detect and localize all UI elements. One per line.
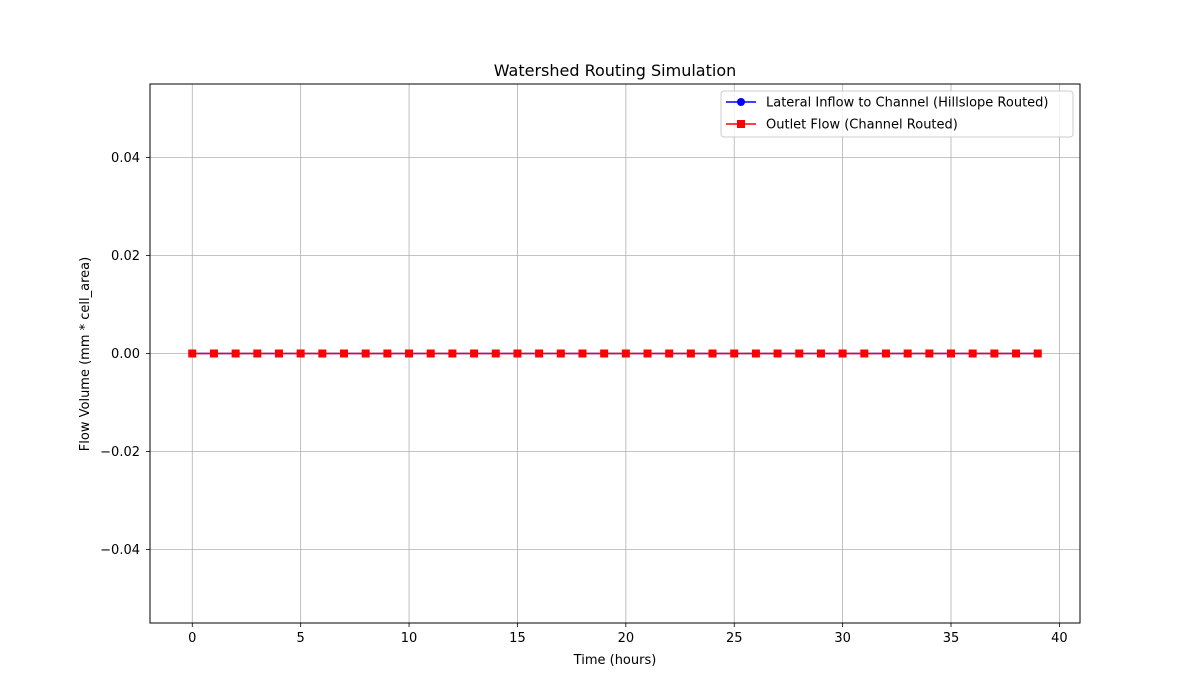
- x-tick-label: 10: [401, 631, 418, 646]
- data-point: [296, 349, 305, 358]
- data-point: [361, 349, 370, 358]
- x-tick-label: 20: [618, 631, 635, 646]
- data-point: [881, 349, 890, 358]
- y-tick-label: 0.04: [111, 151, 140, 166]
- y-tick-label: −0.02: [100, 445, 140, 460]
- data-point: [708, 349, 717, 358]
- data-point: [600, 349, 609, 358]
- x-tick-label: 40: [1051, 631, 1068, 646]
- data-point: [838, 349, 847, 358]
- data-point: [470, 349, 479, 358]
- data-point: [643, 349, 652, 358]
- data-point: [405, 349, 414, 358]
- x-tick-label: 30: [834, 631, 851, 646]
- series-2: [188, 349, 1042, 358]
- data-point: [816, 349, 825, 358]
- x-tick-label: 15: [509, 631, 526, 646]
- data-point: [340, 349, 349, 358]
- x-tick-label: 0: [188, 631, 196, 646]
- chart-title: Watershed Routing Simulation: [494, 61, 737, 80]
- data-point: [535, 349, 544, 358]
- data-point: [209, 349, 218, 358]
- series-layer: [188, 349, 1042, 358]
- data-point: [751, 349, 760, 358]
- legend-entry: Outlet Flow (Channel Routed): [726, 118, 958, 133]
- data-point: [773, 349, 782, 358]
- legend: Lateral Inflow to Channel (Hillslope Rou…: [720, 90, 1074, 138]
- data-point: [730, 349, 739, 358]
- data-point: [1012, 349, 1021, 358]
- x-axis: 0 5 10 15 20 25 30 35 40: [188, 623, 1068, 646]
- data-point: [491, 349, 500, 358]
- data-point: [1033, 349, 1042, 358]
- y-tick-label: 0.02: [111, 249, 140, 264]
- y-axis: −0.04 −0.02 0.00 0.02 0.04: [100, 151, 150, 558]
- legend-frame: [720, 90, 1074, 138]
- data-point: [947, 349, 956, 358]
- data-point: [686, 349, 695, 358]
- data-point: [860, 349, 869, 358]
- x-tick-label: 35: [943, 631, 960, 646]
- legend-entry: Lateral Inflow to Channel (Hillslope Rou…: [726, 96, 1049, 111]
- legend-entries: Lateral Inflow to Channel (Hillslope Rou…: [726, 96, 1049, 133]
- data-point: [621, 349, 630, 358]
- data-point: [188, 349, 197, 358]
- legend-marker: [737, 98, 745, 106]
- x-tick-label: 25: [726, 631, 743, 646]
- data-point: [990, 349, 999, 358]
- data-point: [925, 349, 934, 358]
- data-point: [448, 349, 457, 358]
- data-point: [253, 349, 262, 358]
- data-point: [578, 349, 587, 358]
- y-axis-label: Flow Volume (mm * cell_area): [78, 257, 93, 451]
- data-point: [556, 349, 565, 358]
- y-tick-label: 0.00: [111, 347, 140, 362]
- x-tick-label: 5: [297, 631, 305, 646]
- data-point: [795, 349, 804, 358]
- y-tick-label: −0.04: [100, 543, 140, 558]
- data-point: [231, 349, 240, 358]
- data-point: [274, 349, 283, 358]
- x-axis-label: Time (hours): [573, 653, 657, 668]
- legend-marker: [737, 120, 745, 128]
- data-point: [903, 349, 912, 358]
- data-point: [665, 349, 674, 358]
- data-point: [426, 349, 435, 358]
- data-point: [968, 349, 977, 358]
- data-point: [383, 349, 392, 358]
- legend-label: Lateral Inflow to Channel (Hillslope Rou…: [766, 96, 1049, 111]
- data-point: [318, 349, 327, 358]
- data-point: [513, 349, 522, 358]
- legend-label: Outlet Flow (Channel Routed): [766, 118, 958, 133]
